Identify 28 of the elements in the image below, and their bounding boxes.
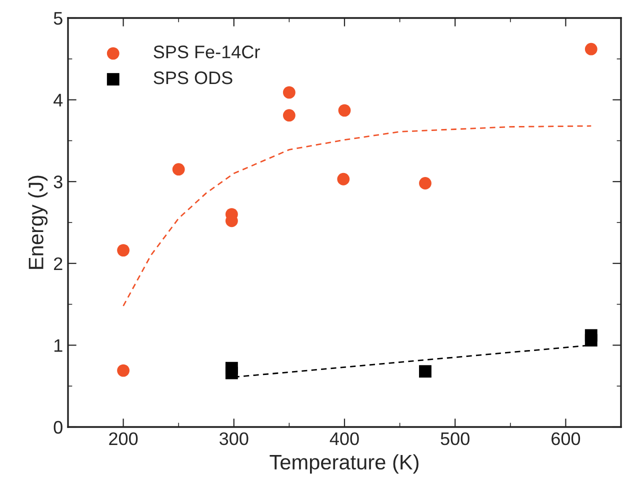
point [584,334,598,347]
y-tick-label: 3 [54,176,62,188]
point [338,104,351,117]
y-tick-label: 5 [54,12,62,25]
y-tick-label: 0 [54,420,62,434]
point [337,172,350,186]
x-tick-label: 400 [330,432,359,446]
point [117,244,130,257]
point [584,42,598,56]
line-series [122,125,592,307]
x-tick-label: 600 [552,432,580,446]
x-tick-label: 200 [109,432,138,446]
x-tick-label: 500 [440,432,470,446]
point [282,86,296,99]
point [225,366,238,380]
point [419,365,432,378]
y-tick-label: 1 [54,339,62,352]
x-tick-label: 300 [220,432,248,446]
y-axis-title: Energy (J) [28,176,48,269]
point [172,163,185,176]
legend-label: SPS Fe-14Cr [154,46,260,58]
point [117,364,130,377]
y-tick-label: 2 [54,257,62,270]
point [282,109,296,122]
legend-label: SPS ODS [154,71,232,84]
point [419,177,432,190]
y-tick-label: 4 [54,94,63,106]
x-axis-title: Temperature (K) [270,454,418,474]
